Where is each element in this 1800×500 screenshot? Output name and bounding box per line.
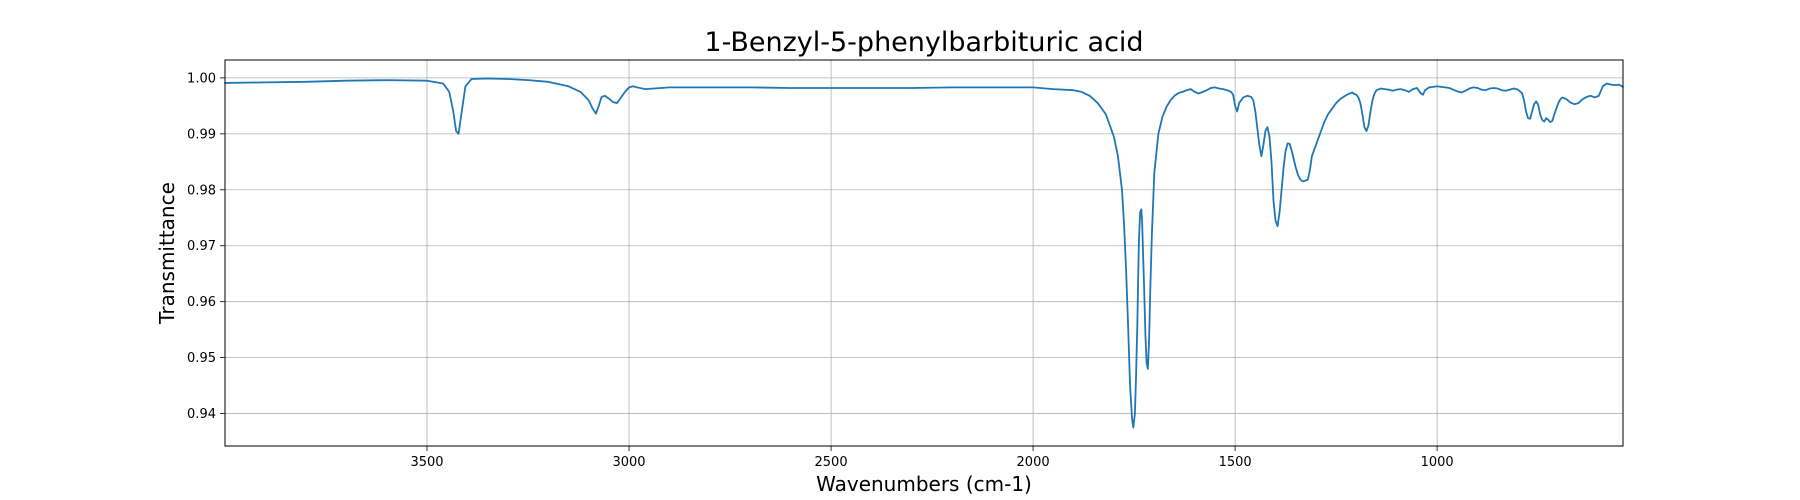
- x-axis-label: Wavenumbers (cm-1): [816, 472, 1032, 496]
- x-tick-label: 3000: [612, 455, 645, 470]
- y-tick-label: 0.98: [187, 183, 216, 198]
- y-tick-label: 0.99: [187, 127, 216, 142]
- y-tick-label: 0.94: [187, 407, 216, 422]
- x-tick-label: 1500: [1219, 455, 1252, 470]
- y-tick-label: 0.96: [187, 295, 216, 310]
- series-layer: [224, 77, 1624, 429]
- grid: [225, 60, 1623, 446]
- y-tick-label: 0.97: [187, 239, 216, 254]
- x-tick-label: 2500: [815, 455, 848, 470]
- y-tick-label: 1.00: [187, 71, 216, 86]
- y-axis-ticks: 0.94 0.95 0.96 0.97 0.98 0.99 1.00: [187, 71, 225, 422]
- y-axis-label: Transmittance: [155, 182, 179, 325]
- y-tick-label: 0.95: [187, 351, 216, 366]
- x-tick-label: 3500: [410, 455, 443, 470]
- chart-title: 1-Benzyl-5-phenylbarbituric acid: [704, 27, 1143, 58]
- x-tick-label: 2000: [1017, 455, 1050, 470]
- x-axis-ticks: 3500 3000 2500 2000 1500 1000: [410, 446, 1454, 470]
- plot-frame: [224, 59, 1624, 447]
- x-tick-label: 1000: [1421, 455, 1454, 470]
- spectrum-line: [224, 77, 1624, 429]
